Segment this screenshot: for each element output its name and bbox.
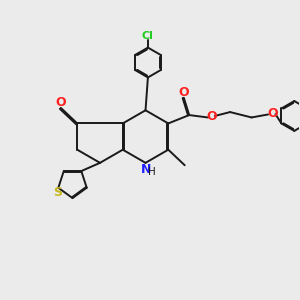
Text: N: N	[141, 163, 151, 176]
Text: O: O	[207, 110, 217, 123]
Text: H: H	[148, 167, 156, 177]
Text: O: O	[267, 107, 278, 120]
Text: O: O	[55, 96, 65, 109]
Text: O: O	[178, 86, 189, 100]
Text: Cl: Cl	[142, 31, 154, 41]
Text: S: S	[53, 186, 62, 199]
